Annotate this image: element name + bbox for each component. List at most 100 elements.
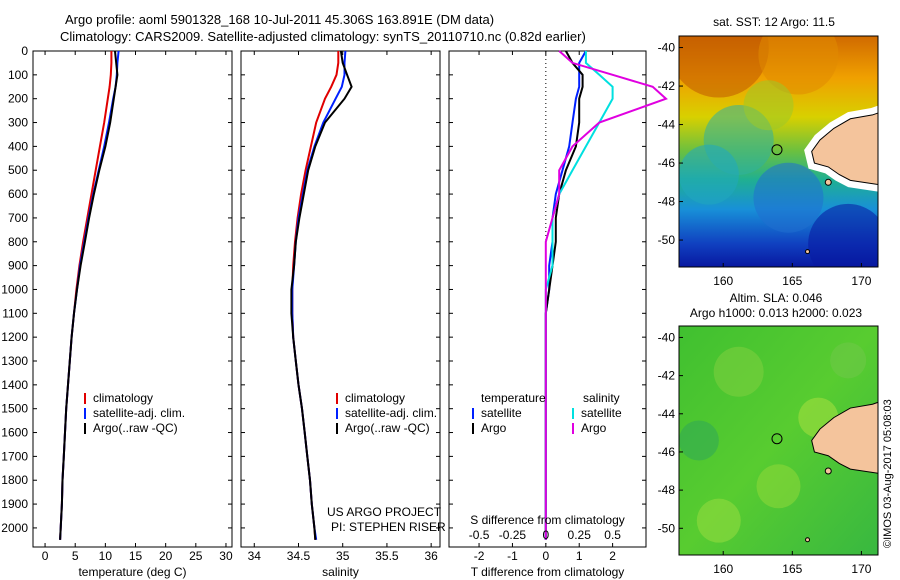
series-line-climatology bbox=[291, 51, 340, 540]
map-texture bbox=[758, 36, 839, 95]
top-axis-label: S difference from climatology bbox=[470, 513, 625, 527]
depth-tick-label: 300 bbox=[8, 116, 28, 130]
x-tick-label: 15 bbox=[129, 549, 143, 563]
depth-tick-label: 400 bbox=[8, 139, 28, 153]
map-lon-label: 170 bbox=[851, 562, 871, 576]
x-tick-label: 5 bbox=[72, 549, 79, 563]
map-lat-label: -48 bbox=[658, 483, 676, 497]
depth-tick-label: 1100 bbox=[2, 306, 28, 320]
map-lat-label: -40 bbox=[658, 41, 676, 55]
series-line-climatology bbox=[59, 51, 113, 540]
map-texture bbox=[808, 203, 878, 267]
map-lat-label: -42 bbox=[658, 79, 676, 93]
top-x-tick-label: 0.5 bbox=[604, 528, 621, 542]
map-lat-label: -44 bbox=[658, 407, 676, 421]
map-lon-label: 165 bbox=[782, 562, 802, 576]
map-texture bbox=[679, 36, 769, 98]
depth-tick-label: 800 bbox=[8, 235, 28, 249]
x-tick-label: 30 bbox=[219, 549, 233, 563]
x-tick-label: 0 bbox=[42, 549, 49, 563]
land-stewart-island bbox=[824, 467, 832, 475]
legend-heading: temperature bbox=[481, 391, 546, 405]
legend-label: satellite bbox=[581, 406, 622, 420]
legend-label: Argo bbox=[581, 421, 607, 435]
land-auckland-islands bbox=[805, 537, 811, 543]
depth-tick-label: 1900 bbox=[1, 497, 28, 511]
x-tick-label: 34.5 bbox=[287, 549, 311, 563]
x-axis-label: T difference from climatology bbox=[471, 565, 625, 579]
top-x-tick-label: -0.25 bbox=[499, 528, 527, 542]
map-lat-label: -40 bbox=[658, 330, 676, 344]
map-frame bbox=[678, 35, 879, 268]
depth-tick-label: 1400 bbox=[1, 378, 28, 392]
legend-label: satellite-adj. clim. bbox=[93, 406, 185, 420]
map-texture bbox=[713, 346, 764, 397]
legend-label: satellite bbox=[481, 406, 522, 420]
map-lon-label: 165 bbox=[782, 274, 802, 288]
x-tick-label: 35 bbox=[336, 549, 350, 563]
map-lat-label: -46 bbox=[658, 156, 676, 170]
map-lon-label: 160 bbox=[713, 274, 733, 288]
x-tick-label: 35.5 bbox=[375, 549, 399, 563]
map-lat-label: -50 bbox=[658, 521, 676, 535]
map-texture bbox=[753, 162, 824, 233]
depth-tick-label: 500 bbox=[8, 163, 28, 177]
figure-title: Argo profile: aoml 5901328_168 10-Jul-20… bbox=[65, 12, 495, 27]
series-line-satellite bbox=[291, 50, 347, 540]
top-x-tick-label: -0.5 bbox=[469, 528, 490, 542]
series-line-argo bbox=[59, 50, 119, 540]
top-x-tick-label: 0.25 bbox=[568, 528, 592, 542]
map-lat-label: -46 bbox=[658, 445, 676, 459]
map-lat-label: -48 bbox=[658, 195, 676, 209]
map-texture bbox=[679, 144, 739, 205]
plot-frame-3 bbox=[448, 50, 647, 548]
x-tick-label: -1 bbox=[507, 549, 518, 563]
plot-frame-2 bbox=[240, 50, 441, 548]
map-texture bbox=[756, 464, 801, 509]
depth-tick-label: 100 bbox=[8, 68, 28, 82]
legend-heading: salinity bbox=[583, 391, 620, 405]
map-texture bbox=[696, 498, 741, 543]
depth-tick-label: 200 bbox=[8, 92, 28, 106]
depth-tick-label: 1000 bbox=[1, 282, 28, 296]
legend-label: climatology bbox=[93, 391, 153, 405]
map-lon-label: 170 bbox=[851, 274, 871, 288]
x-tick-label: 34 bbox=[248, 549, 262, 563]
figure-subtitle: Climatology: CARS2009. Satellite-adjuste… bbox=[60, 29, 586, 44]
pi-label: PI: STEPHEN RISER bbox=[331, 520, 446, 534]
x-tick-label: 0 bbox=[542, 549, 549, 563]
series-line-temp-argo bbox=[544, 50, 584, 540]
map-lon-label: 160 bbox=[713, 562, 733, 576]
sla-map-subtitle: Argo h1000: 0.013 h2000: 0.023 bbox=[690, 306, 862, 320]
top-x-tick-label: 0 bbox=[542, 528, 549, 542]
map-lat-label: -42 bbox=[658, 369, 676, 383]
sst-map-title: sat. SST: 12 Argo: 11.5 bbox=[713, 15, 835, 29]
depth-tick-label: 0 bbox=[21, 44, 28, 58]
depth-tick-label: 600 bbox=[8, 187, 28, 201]
map-frame bbox=[678, 325, 879, 556]
depth-tick-label: 1300 bbox=[1, 354, 28, 368]
depth-tick-label: 900 bbox=[8, 259, 28, 273]
project-label: US ARGO PROJECT bbox=[327, 505, 442, 519]
legend-label: Argo(..raw -QC) bbox=[345, 421, 430, 435]
land-stewart-island bbox=[824, 178, 832, 186]
depth-tick-label: 1800 bbox=[1, 473, 28, 487]
map-texture bbox=[743, 80, 794, 131]
map-lat-label: -50 bbox=[658, 233, 676, 247]
depth-tick-label: 1600 bbox=[1, 426, 28, 440]
land-new-zealand bbox=[811, 112, 878, 186]
depth-tick-label: 700 bbox=[8, 211, 28, 225]
map-texture bbox=[679, 420, 719, 461]
series-line-sal-argo bbox=[544, 50, 668, 540]
land-auckland-islands bbox=[805, 249, 811, 255]
map-texture bbox=[830, 342, 867, 379]
x-tick-label: 20 bbox=[159, 549, 173, 563]
legend-label: Argo bbox=[481, 421, 507, 435]
imos-timestamp: ©IMOS 03-Aug-2017 05:08:03 bbox=[882, 399, 894, 548]
depth-tick-label: 1700 bbox=[1, 449, 28, 463]
x-tick-label: 1 bbox=[576, 549, 583, 563]
argo-float-marker bbox=[771, 144, 783, 156]
land-new-zealand bbox=[811, 401, 878, 474]
legend-label: satellite-adj. clim. bbox=[345, 406, 437, 420]
